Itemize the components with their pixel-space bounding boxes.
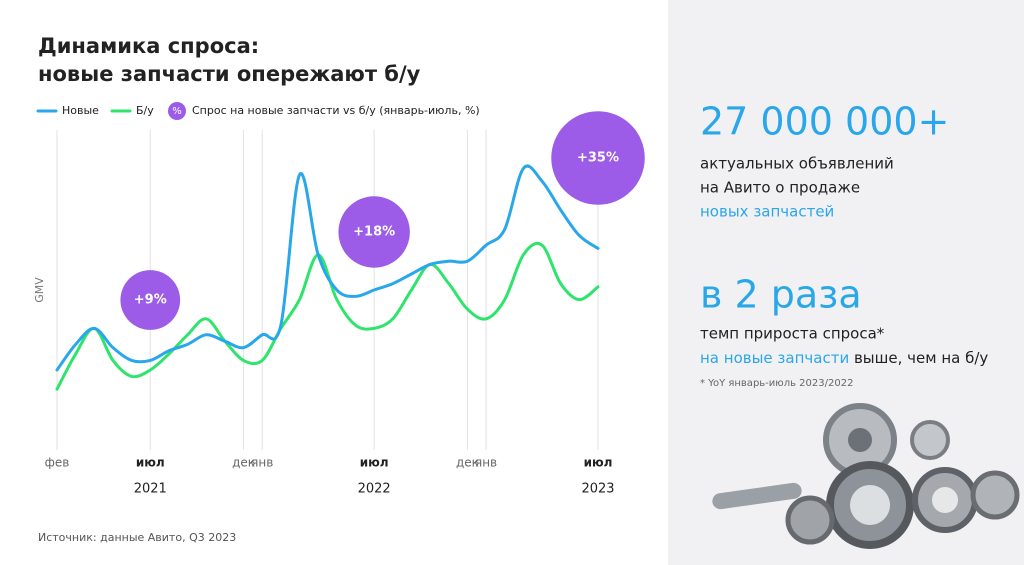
bearing-inner [850,485,890,525]
legend-symbol: % [172,106,182,117]
stat-highlight: новых запчастей [700,203,834,221]
year-label: 2023 [581,482,614,497]
x-tick-label: июл [360,456,389,470]
stat-highlight: на новые запчасти [700,349,849,367]
x-tick-label: дек [232,456,255,470]
chart-title: новые запчасти опережают б/у [38,62,421,86]
bubble-label: +18% [353,225,395,240]
bubble-label: +35% [577,151,619,166]
parts-illustration [712,403,1020,549]
x-tick-label: янв [251,456,273,470]
stat-value: в 2 раза [700,273,862,317]
line-series [55,164,600,372]
bubble [338,196,410,268]
legend-swatch [168,102,186,120]
stat-value: 27 000 000+ [700,100,949,144]
footnote: * YoY январь-июль 2023/2022 [700,378,853,389]
x-tick-label: фев [45,456,70,470]
year-label: 2021 [134,482,167,497]
y-axis-label: GMV [33,277,46,303]
bubble [551,111,645,205]
legend-label: Б/у [136,104,154,117]
stat-text: выше, чем на б/у [849,349,988,367]
gear [910,420,950,460]
legend-label: Спрос на новые запчасти vs б/у (январь-и… [192,104,480,117]
bolt [712,482,802,510]
stat-text: актуальных объявлений [700,155,894,173]
x-tick-label: июл [136,456,165,470]
side-stats: 27 000 000+ актуальных объявлений на Ави… [700,100,988,390]
source: Источник: данные Авито, Q3 2023 [38,531,236,544]
stat-text: темп прироста спроса* [700,325,885,343]
line-series [55,241,600,391]
chart-title: Динамика спроса: [38,34,259,58]
bearing [970,470,1020,520]
chart-background [0,0,668,565]
bearing [785,495,835,545]
stat-text: на Авито о продаже [700,179,860,197]
x-tick-label: июл [584,456,613,470]
x-tick-label: янв [475,456,497,470]
year-label: 2022 [358,482,391,497]
x-tick-label: дек [456,456,479,470]
bubble [120,270,181,330]
bubble-label: +9% [134,293,167,308]
legend: Новые Б/у % Спрос на новые запчасти vs б… [36,102,480,120]
stat-text: на новые запчасти выше, чем на б/у [700,349,988,367]
legend-label: Новые [62,104,99,117]
bearing-inner [932,487,958,513]
pump-hub [848,428,872,452]
